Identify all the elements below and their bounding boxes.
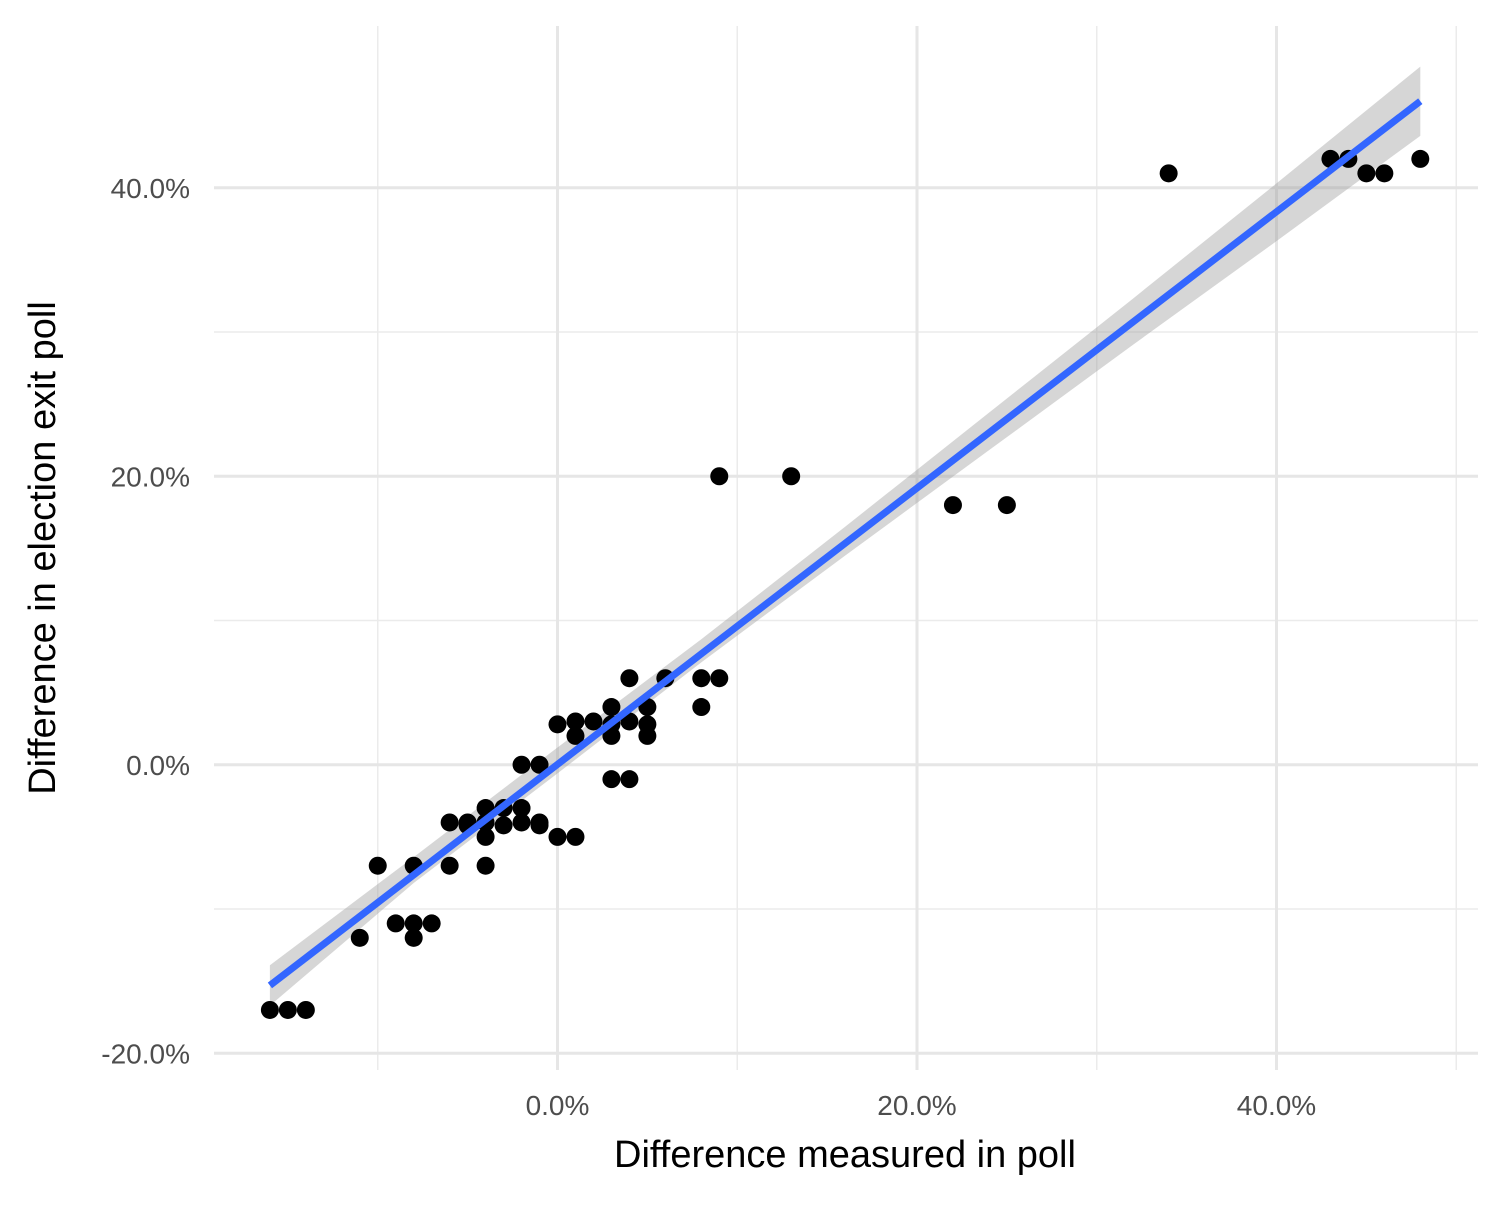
data-point	[386, 914, 405, 933]
confidence-band	[269, 66, 1421, 1006]
data-point	[943, 496, 962, 515]
x-tick-label: 0.0%	[526, 1090, 590, 1121]
y-axis-title: Difference in election exit poll	[22, 301, 64, 795]
data-point	[782, 467, 801, 486]
y-tick-label: 0.0%	[126, 750, 190, 781]
grid-layer	[214, 26, 1478, 1070]
data-point	[404, 914, 423, 933]
x-tick-label: 40.0%	[1237, 1090, 1316, 1121]
data-point	[494, 816, 513, 835]
data-point	[404, 928, 423, 947]
data-point	[1375, 164, 1394, 183]
data-point	[296, 1000, 315, 1019]
data-point	[350, 928, 369, 947]
data-point	[1159, 164, 1178, 183]
regression-line	[267, 98, 1423, 989]
data-point	[476, 856, 495, 875]
data-point	[692, 698, 711, 717]
data-point	[260, 1000, 279, 1019]
data-point	[512, 799, 531, 818]
data-point	[530, 755, 549, 774]
data-point	[566, 726, 585, 745]
x-tick-label: 20.0%	[877, 1090, 956, 1121]
fit-line-layer	[267, 98, 1423, 989]
data-point	[602, 698, 621, 717]
data-point	[584, 712, 603, 731]
confidence-band-layer	[269, 66, 1421, 1006]
data-point	[440, 856, 459, 875]
data-point	[368, 856, 387, 875]
data-point	[1411, 149, 1430, 168]
data-point	[710, 467, 729, 486]
data-point	[692, 669, 711, 688]
data-point	[548, 715, 567, 734]
data-point	[620, 770, 639, 789]
data-point	[566, 827, 585, 846]
data-point	[997, 496, 1016, 515]
data-point	[548, 827, 567, 846]
data-point	[638, 726, 657, 745]
tick-label-layer: 0.0% 20.0% 40.0% -20.0% 0.0% 20.0% 40.0%	[101, 173, 1316, 1121]
data-point	[476, 827, 495, 846]
y-tick-label: 20.0%	[111, 461, 190, 492]
data-point	[440, 813, 459, 832]
data-point	[512, 755, 531, 774]
data-point	[1357, 164, 1376, 183]
data-point	[530, 816, 549, 835]
y-tick-label: 40.0%	[111, 173, 190, 204]
data-point	[278, 1000, 297, 1019]
data-point	[566, 712, 585, 731]
data-point	[602, 726, 621, 745]
data-point	[512, 813, 531, 832]
y-tick-label: -20.0%	[101, 1038, 190, 1069]
x-axis-title: Difference measured in poll	[614, 1134, 1076, 1176]
data-point	[620, 669, 639, 688]
data-point	[602, 770, 621, 789]
data-point	[422, 914, 441, 933]
points-layer	[260, 149, 1430, 1019]
data-point	[710, 669, 729, 688]
